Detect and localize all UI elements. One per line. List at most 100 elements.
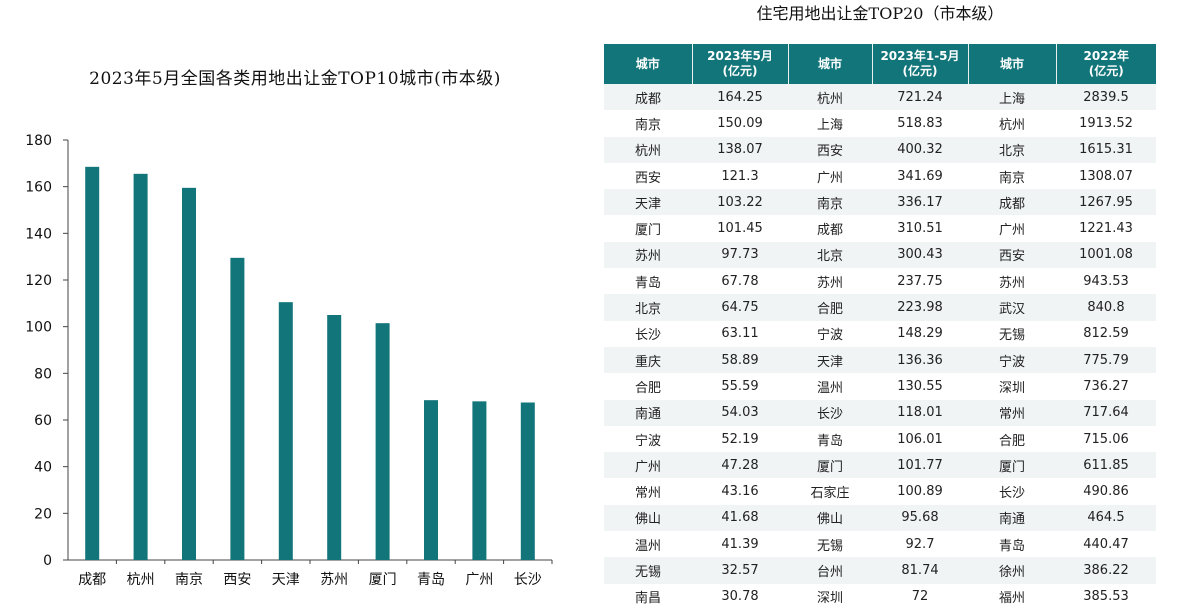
table-row: 苏州 97.73 北京 300.43 西安 1001.08: [604, 241, 1156, 269]
city-cell: 广州: [604, 452, 692, 479]
city-cell: 无锡: [788, 531, 872, 558]
header-label: 2023年1-5月: [880, 49, 960, 63]
value-cell: 67.78: [692, 268, 788, 295]
table-row: 无锡 32.57 台州 81.74 徐州 386.22: [604, 557, 1156, 584]
top20-table: 城市 2023年5月 (亿元) 城市 2023年1-5月 (亿元) 城市 2022年 (亿元) …: [604, 44, 1156, 610]
table-row: 长沙 63.11 宁波 148.29 无锡 812.59: [604, 320, 1156, 347]
value-cell: 812.59: [1056, 320, 1156, 347]
value-cell: 223.98: [872, 294, 968, 321]
table-row: 杭州 138.07 西安 400.32 北京 1615.31: [604, 136, 1156, 163]
table-row: 青岛 67.78 苏州 237.75 苏州 943.53: [604, 268, 1156, 295]
table-row: 广州 47.28 厦门 101.77 厦门 611.85: [604, 452, 1156, 479]
header-label: 城市: [817, 56, 842, 71]
city-cell: 西安: [968, 241, 1056, 269]
value-cell: 148.29: [872, 320, 968, 347]
value-cell: 54.03: [692, 399, 788, 426]
value-cell: 52.19: [692, 425, 788, 453]
value-cell: 464.5: [1056, 504, 1156, 532]
table-row: 南京 150.09 上海 518.83 杭州 1913.52: [604, 110, 1156, 137]
value-cell: 237.75: [872, 268, 968, 295]
city-cell: 成都: [968, 189, 1056, 216]
header-label: 2022年: [1083, 49, 1129, 63]
value-cell: 840.8: [1056, 294, 1156, 321]
table-container: 城市 2023年5月 (亿元) 城市 2023年1-5月 (亿元) 城市 2022年 (亿元) …: [604, 44, 1156, 610]
header-unit: (亿元): [1088, 64, 1124, 78]
value-cell: 736.27: [1056, 373, 1156, 400]
header-unit: (亿元): [902, 64, 938, 78]
city-cell: 常州: [968, 399, 1056, 426]
city-cell: 杭州: [604, 136, 692, 163]
value-cell: 715.06: [1056, 425, 1156, 453]
value-cell: 101.45: [692, 215, 788, 242]
value-cell: 43.16: [692, 478, 788, 505]
city-cell: 徐州: [968, 557, 1056, 584]
value-cell: 106.01: [872, 425, 968, 453]
bar-6: [375, 323, 390, 560]
bar-9: [520, 402, 535, 560]
table-row: 合肥 55.59 温州 130.55 深圳 736.27: [604, 373, 1156, 400]
city-cell: 南通: [968, 504, 1056, 532]
city-cell: 长沙: [604, 320, 692, 347]
city-cell: 上海: [788, 110, 872, 137]
table-row: 北京 64.75 合肥 223.98 武汉 840.8: [604, 294, 1156, 321]
value-cell: 103.22: [692, 189, 788, 216]
value-cell: 400.32: [872, 136, 968, 163]
value-cell: 386.22: [1056, 557, 1156, 584]
table-row: 南通 54.03 长沙 118.01 常州 717.64: [604, 399, 1156, 426]
value-cell: 1221.43: [1056, 215, 1156, 242]
city-cell: 广州: [968, 215, 1056, 242]
value-cell: 1001.08: [1056, 241, 1156, 269]
value-cell: 118.01: [872, 399, 968, 426]
city-cell: 深圳: [788, 583, 872, 610]
x-category-label: 南京: [175, 572, 203, 588]
city-cell: 重庆: [604, 346, 692, 374]
table-row: 西安 121.3 广州 341.69 南京 1308.07: [604, 162, 1156, 190]
y-tick-label: 0: [43, 553, 52, 569]
city-cell: 无锡: [604, 557, 692, 584]
city-cell: 杭州: [788, 84, 872, 111]
table-row: 厦门 101.45 成都 310.51 广州 1221.43: [604, 215, 1156, 242]
city-cell: 北京: [968, 136, 1056, 163]
city-cell: 宁波: [968, 346, 1056, 374]
table-header-cell: 城市: [604, 44, 693, 84]
value-cell: 336.17: [872, 189, 968, 216]
x-category-label: 厦门: [369, 572, 397, 588]
value-cell: 1308.07: [1056, 162, 1156, 190]
y-tick-label: 120: [25, 273, 52, 289]
bar-0: [85, 166, 100, 561]
value-cell: 310.51: [872, 215, 968, 242]
header-label: 2023年5月: [707, 49, 773, 63]
y-tick-label: 180: [25, 133, 52, 149]
value-cell: 341.69: [872, 162, 968, 190]
city-cell: 武汉: [968, 294, 1056, 321]
y-tick-label: 40: [34, 460, 52, 476]
city-cell: 北京: [604, 294, 692, 321]
x-category-label: 青岛: [417, 572, 445, 588]
y-tick-label: 60: [34, 413, 52, 429]
city-cell: 佛山: [604, 504, 692, 532]
table-row: 重庆 58.89 天津 136.36 宁波 775.79: [604, 346, 1156, 374]
city-cell: 深圳: [968, 373, 1056, 400]
city-cell: 天津: [788, 346, 872, 374]
table-row: 南昌 30.78 深圳 72 福州 385.53: [604, 583, 1156, 610]
bar-8: [472, 401, 487, 560]
city-cell: 合肥: [788, 294, 872, 321]
x-category-label: 西安: [223, 572, 251, 588]
table-row: 天津 103.22 南京 336.17 成都 1267.95: [604, 189, 1156, 216]
y-tick-label: 160: [25, 180, 52, 196]
value-cell: 440.47: [1056, 531, 1156, 558]
value-cell: 611.85: [1056, 452, 1156, 479]
city-cell: 石家庄: [788, 478, 872, 505]
table-row: 成都 164.25 杭州 721.24 上海 2839.5: [604, 84, 1156, 111]
x-category-label: 广州: [465, 572, 493, 588]
y-tick-label: 140: [25, 226, 52, 242]
city-cell: 宁波: [788, 320, 872, 347]
city-cell: 福州: [968, 583, 1056, 610]
value-cell: 63.11: [692, 320, 788, 347]
city-cell: 苏州: [604, 241, 692, 269]
value-cell: 2839.5: [1056, 84, 1156, 111]
value-cell: 721.24: [872, 84, 968, 111]
city-cell: 西安: [788, 136, 872, 163]
value-cell: 775.79: [1056, 346, 1156, 374]
table-row: 常州 43.16 石家庄 100.89 长沙 490.86: [604, 478, 1156, 505]
